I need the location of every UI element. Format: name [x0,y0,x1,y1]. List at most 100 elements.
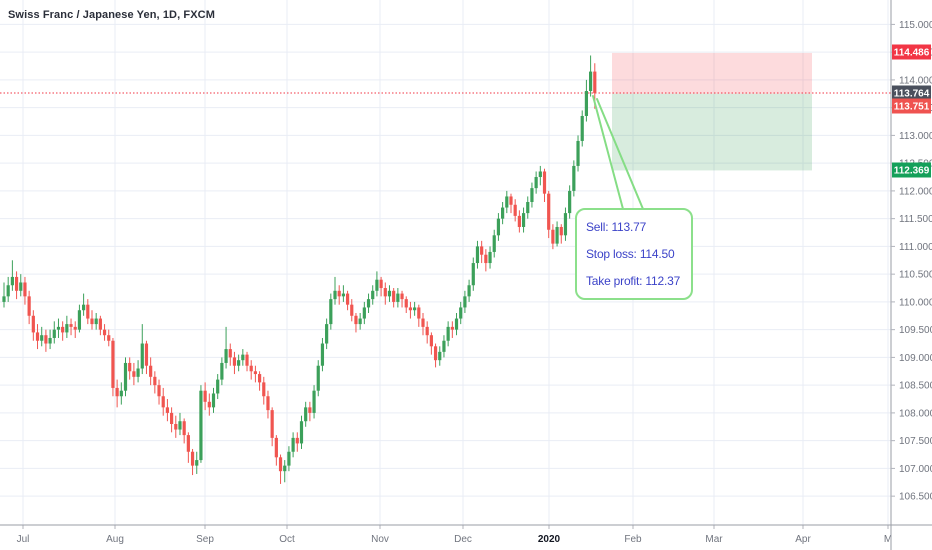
price-axis-label: 114.000 [899,75,932,86]
candle-body [471,263,475,286]
take-profit-price-tag[interactable] [892,162,931,178]
entry-price-tag-text: 113.751 [894,102,930,113]
candle-body [580,115,584,141]
candle-body [450,326,454,330]
current-price-tag [892,85,931,101]
candle-body [308,407,312,413]
candle-body [119,390,123,397]
candle-body [165,407,170,413]
candle-body [329,299,333,325]
candle-body [325,324,329,344]
candle-body [10,276,14,286]
candle-body [77,310,82,330]
candle-body [438,351,442,361]
candle-body [262,382,266,397]
candle-body [576,140,580,166]
candle-body [501,207,505,219]
candle-body [270,410,274,438]
candle-body [207,401,211,408]
candle-body [56,326,61,330]
candle-body [526,202,530,214]
candle-body [421,318,425,327]
candle-body [354,315,358,325]
candle-body [463,296,467,308]
position-tooltip[interactable]: Sell: 113.77 Stop loss: 114.50 Take prof… [575,208,693,300]
candle-body [115,387,119,397]
candle-body [195,460,199,466]
candle-body [404,299,408,308]
time-axis-label: Apr [795,534,811,545]
candle-body [69,324,73,327]
candle-body [19,282,23,291]
candle-body [211,393,216,408]
candle-body [492,235,496,252]
candle-body [90,318,94,325]
candle-body [551,229,555,244]
time-axis-label: M [884,534,892,545]
candle-body [144,343,149,366]
candle-body [433,346,438,361]
stop-loss-price-tag[interactable] [892,44,931,60]
time-axis-label: Sep [196,534,214,545]
candle-body [291,437,295,452]
price-axis-label: 109.000 [899,353,932,364]
candle-body [593,71,597,94]
candle-body [337,290,341,297]
time-axis-label: Dec [454,534,472,545]
candle-body [312,390,316,413]
time-axis-label: Feb [624,534,642,545]
time-axis[interactable] [0,525,932,550]
candle-body [102,329,107,336]
candle-body [245,354,249,366]
candle-body [186,435,190,452]
candle-body [379,279,383,289]
candle-body [396,293,400,302]
tooltip-callout-line [596,98,644,210]
candle-body [111,340,115,388]
candle-body [161,396,165,408]
candle-body [40,335,44,341]
candle-body [475,246,480,264]
current-price-tag-text: 113.764 [894,89,930,100]
price-axis-label: 109.500 [899,325,932,336]
price-axis-label: 112.000 [899,186,932,197]
candle-body [425,326,429,336]
candle-body [320,343,325,366]
candle-body [153,376,157,386]
candle-body [107,335,111,341]
candle-body [220,362,224,380]
candle-body [73,326,77,330]
candle-body [572,165,576,191]
time-axis-label: 2020 [538,534,561,545]
candle-body [517,215,521,227]
symbol-title: Swiss Franc / Japanese Yen, 1D, FXCM [8,9,215,21]
candle-body [299,421,304,444]
candle-body [534,177,538,189]
take-profit-zone[interactable] [612,93,812,171]
candle-body [295,437,299,444]
candle-body [358,318,362,325]
candle-body [484,254,488,264]
candle-body [496,218,501,236]
candle-body [31,315,35,333]
candle-body [237,360,241,366]
candle-body [98,318,102,330]
candle-body [136,368,140,377]
candle-body [249,365,253,372]
candle-body [387,290,392,297]
candle-body [27,296,31,316]
price-axis-label: 106.500 [899,492,932,503]
candle-body [224,349,228,363]
price-axis-label: 107.500 [899,436,932,447]
candle-body [345,293,350,305]
candle-body [44,335,48,344]
tooltip-stop-loss-line: Stop loss: 114.50 [586,247,675,261]
time-axis-label: Jul [17,534,30,545]
candle-body [559,226,563,236]
time-axis-label: Aug [106,534,124,545]
candle-body [488,251,492,264]
stop-loss-zone[interactable] [612,52,812,94]
entry-price-tag[interactable] [892,98,931,114]
